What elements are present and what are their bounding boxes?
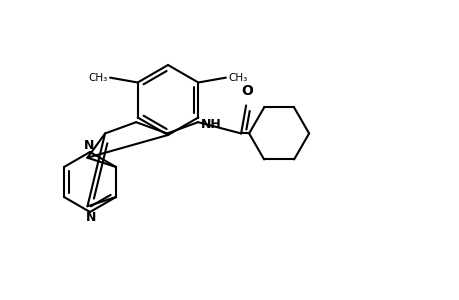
Text: NH: NH	[201, 118, 221, 131]
Text: O: O	[241, 85, 252, 98]
Text: N: N	[86, 211, 96, 224]
Text: N: N	[84, 139, 95, 152]
Text: CH₃: CH₃	[89, 73, 108, 82]
Text: CH₃: CH₃	[227, 73, 246, 82]
